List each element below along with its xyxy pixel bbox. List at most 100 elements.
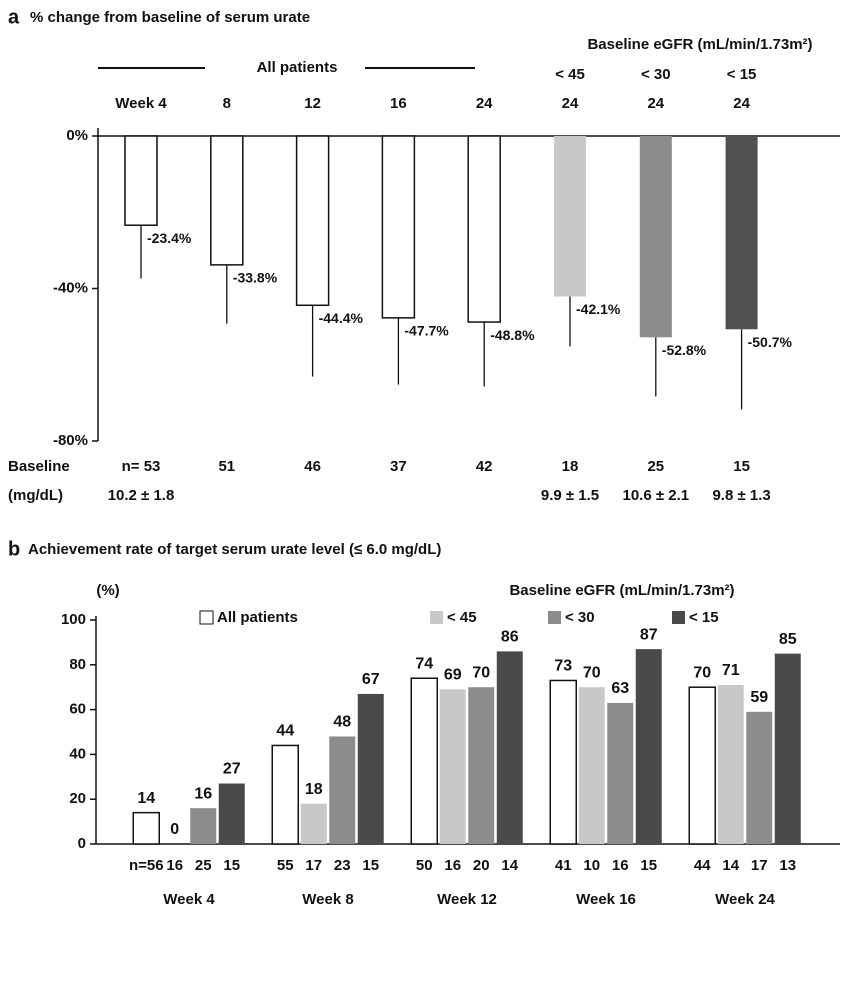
value-label: -52.8% xyxy=(662,342,707,358)
legend-label: All patients xyxy=(217,609,298,626)
value-label: 73 xyxy=(554,658,572,675)
x-tick-label: 12 xyxy=(304,95,321,112)
value-label: -33.8% xyxy=(233,270,278,286)
panel-label: b xyxy=(8,538,20,560)
bar xyxy=(124,135,158,226)
bar xyxy=(295,135,330,307)
legend-label: < 45 xyxy=(447,609,477,626)
bar xyxy=(467,135,501,323)
x-tick-label: Week 8 xyxy=(302,891,353,908)
x-tick-label: 8 xyxy=(223,95,231,112)
value-label: 70 xyxy=(583,664,601,681)
value-label: -44.4% xyxy=(319,310,364,326)
bar xyxy=(329,736,356,844)
bar xyxy=(357,693,384,844)
n-label: 16 xyxy=(444,857,461,874)
legend-swatch xyxy=(548,611,561,624)
y-tick-label: 100 xyxy=(61,611,86,628)
value-label: -42.1% xyxy=(576,301,621,317)
y-tick-label: -40% xyxy=(53,279,88,296)
baseline-mean: 10.2 ± 1.8 xyxy=(108,487,175,504)
bar xyxy=(725,136,758,330)
n-label: 51 xyxy=(218,458,235,475)
bar xyxy=(688,686,716,845)
n-label: 18 xyxy=(562,458,579,475)
x-tick-label: 24 xyxy=(476,95,493,112)
n-label: 15 xyxy=(640,857,657,874)
bar xyxy=(554,136,586,297)
legend-label: < 30 xyxy=(565,609,595,626)
value-label: 71 xyxy=(722,662,740,679)
n-label: 15 xyxy=(362,857,379,874)
legend-swatch xyxy=(672,611,685,624)
n-label: 25 xyxy=(195,857,212,874)
x-tick-label: Week 4 xyxy=(163,891,215,908)
value-label: -47.7% xyxy=(404,323,449,339)
bar xyxy=(218,783,245,844)
value-label: 44 xyxy=(276,723,294,740)
value-label: 87 xyxy=(640,626,658,643)
bar xyxy=(132,811,160,845)
bar xyxy=(210,135,244,266)
value-label: 67 xyxy=(362,671,380,688)
bar xyxy=(190,808,217,844)
n-label: 15 xyxy=(223,857,240,874)
x-tick-label: 24 xyxy=(647,95,664,112)
n-label: 17 xyxy=(305,857,322,874)
bar xyxy=(578,687,605,844)
x-tick-label: 16 xyxy=(390,95,407,112)
subgroup-label: < 30 xyxy=(641,66,671,83)
panel-label: a xyxy=(8,6,20,28)
x-tick-label: Week 16 xyxy=(576,891,636,908)
subgroup-label: < 15 xyxy=(727,66,757,83)
y-tick-label: 0 xyxy=(78,835,86,852)
bar xyxy=(717,684,744,844)
n-label: 13 xyxy=(779,857,796,874)
baseline-mean: 10.6 ± 2.1 xyxy=(622,487,689,504)
n-label: n= 53 xyxy=(122,458,161,475)
x-tick-label: Week 4 xyxy=(115,95,167,112)
value-label: 14 xyxy=(137,790,155,807)
bar xyxy=(439,689,466,844)
chart-title: Achievement rate of target serum urate l… xyxy=(28,541,441,558)
y-axis-label: (%) xyxy=(96,582,119,599)
value-label: 59 xyxy=(750,689,768,706)
n-label: 42 xyxy=(476,458,493,475)
n-label: 37 xyxy=(390,458,407,475)
n-label: 46 xyxy=(304,458,321,475)
bar xyxy=(774,653,801,844)
n-label: 23 xyxy=(334,857,351,874)
y-tick-label: -80% xyxy=(53,432,88,449)
value-label: 0 xyxy=(170,821,179,838)
subgroup-label: < 45 xyxy=(555,66,585,83)
n-label: 44 xyxy=(694,857,711,874)
value-label: 16 xyxy=(194,785,212,802)
n-label: 14 xyxy=(501,857,518,874)
bar xyxy=(271,744,299,845)
baseline-label: (mg/dL) xyxy=(8,487,63,504)
value-label: -50.7% xyxy=(748,334,793,350)
bar xyxy=(410,677,438,845)
n-label: 50 xyxy=(416,857,433,874)
bar xyxy=(607,702,634,844)
value-label: -23.4% xyxy=(147,230,192,246)
y-tick-label: 80 xyxy=(69,656,86,673)
x-tick-label: 24 xyxy=(562,95,579,112)
value-label: 69 xyxy=(444,667,462,684)
n-label: 17 xyxy=(751,857,768,874)
n-label: 55 xyxy=(277,857,294,874)
bar xyxy=(639,136,672,338)
x-tick-label: Week 12 xyxy=(437,891,497,908)
value-label: -48.8% xyxy=(490,327,535,343)
y-tick-label: 0% xyxy=(66,127,88,144)
legend-label: < 15 xyxy=(689,609,719,626)
bar xyxy=(381,135,416,319)
n-label: 14 xyxy=(722,857,739,874)
value-label: 27 xyxy=(223,761,241,778)
legend-title: Baseline eGFR (mL/min/1.73m²) xyxy=(509,582,734,599)
n-label: 16 xyxy=(612,857,629,874)
value-label: 63 xyxy=(611,680,629,697)
baseline-label: Baseline xyxy=(8,458,70,475)
value-label: 86 xyxy=(501,629,519,646)
